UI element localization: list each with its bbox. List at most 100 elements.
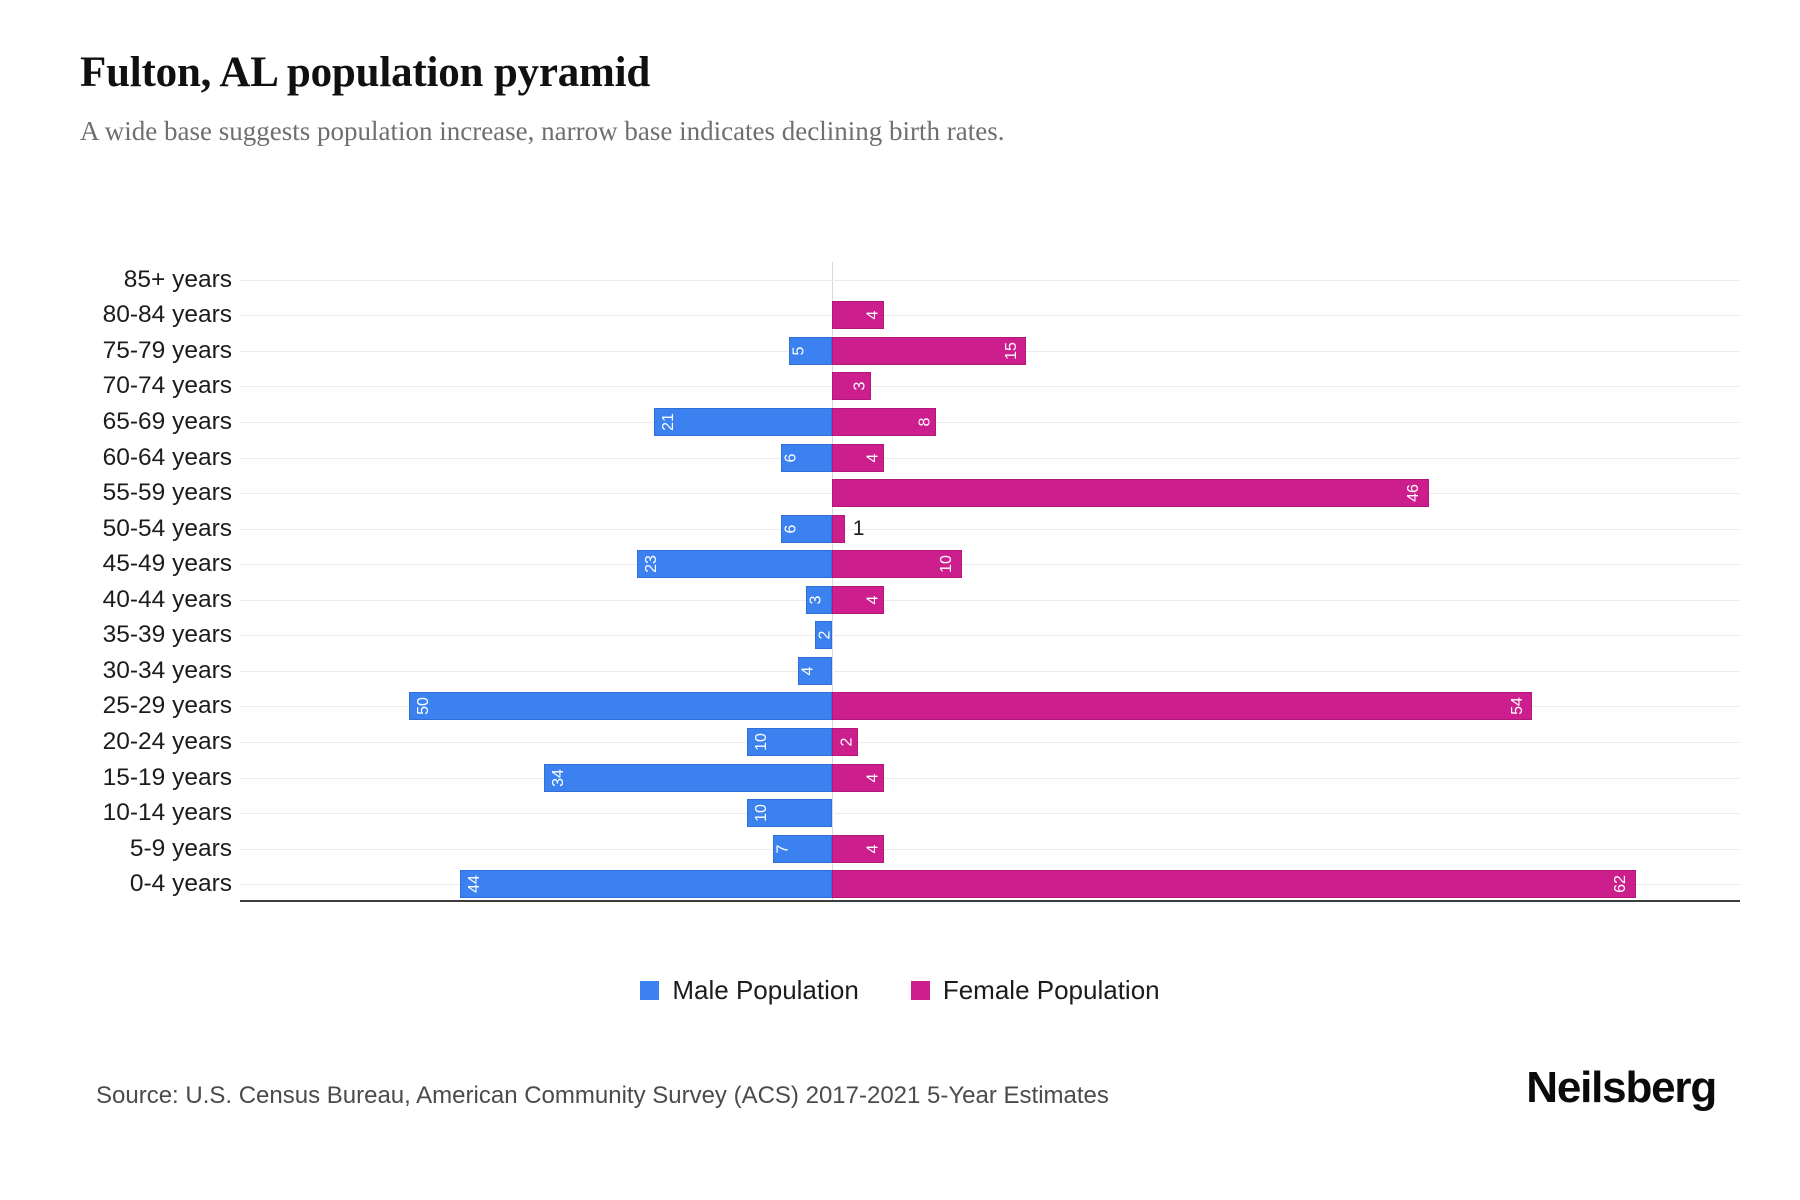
legend-item[interactable]: Male Population	[640, 975, 859, 1006]
female-bar-value: 46	[1404, 484, 1422, 503]
y-axis-tick-label: 5-9 years	[129, 834, 232, 862]
female-bar[interactable]: 46	[831, 479, 1429, 508]
chart-row: 46	[240, 478, 1740, 508]
male-bar[interactable]: 44	[459, 870, 832, 899]
y-axis-tick-label: 50-54 years	[102, 514, 232, 542]
male-bar-value: 23	[643, 555, 661, 574]
gridline	[240, 564, 1740, 565]
bars-canvas: 4 5 15 3 21 8 6 4 46 6 1 23 10 3 4 2 4 50 54 10 2 34 4 10 7 4 44 62	[240, 262, 1740, 902]
female-bar[interactable]: 4	[831, 301, 884, 330]
y-axis-tick-label: 0-4 years	[129, 870, 232, 898]
chart-row: 5 15	[240, 336, 1740, 366]
male-bar[interactable]: 3	[806, 585, 832, 614]
chart-row: 4	[240, 656, 1740, 686]
gridline	[240, 422, 1740, 423]
male-bar[interactable]: 5	[789, 336, 832, 365]
gridline	[240, 778, 1740, 779]
female-bar[interactable]: 10	[831, 550, 962, 579]
female-bar[interactable]: 4	[831, 763, 884, 792]
female-bar[interactable]: 4	[831, 585, 884, 614]
y-axis-tick-label: 70-74 years	[102, 372, 232, 400]
female-bar[interactable]: 15	[831, 336, 1027, 365]
plot-area: 85+ years 80-84 years 75-79 years 70-74 yea…	[80, 262, 1740, 922]
male-bar[interactable]: 50	[409, 692, 832, 721]
gridline	[240, 813, 1740, 814]
chart-row	[240, 265, 1740, 295]
gridline	[240, 458, 1740, 459]
female-bar-value: 4	[864, 310, 882, 320]
gridline	[240, 386, 1740, 387]
female-bar-value: 10	[937, 555, 955, 574]
male-bar-value: 7	[774, 844, 792, 854]
female-bar-value: 4	[864, 844, 882, 854]
chart-row: 3	[240, 371, 1740, 401]
male-bar[interactable]: 7	[772, 834, 832, 863]
chart-row: 21 8	[240, 407, 1740, 437]
y-axis-tick-label: 20-24 years	[102, 728, 232, 755]
male-bar-value: 6	[782, 524, 800, 534]
chart-row: 2	[240, 620, 1740, 650]
female-bar[interactable]: 4	[831, 834, 884, 863]
gridline	[240, 671, 1740, 672]
female-bar[interactable]: 54	[831, 692, 1533, 721]
female-bar-value: 1	[852, 516, 865, 540]
female-bar-value: 8	[916, 417, 934, 427]
male-swatch-icon	[640, 981, 660, 1000]
chart-row: 44 62	[240, 869, 1740, 899]
y-axis-tick-label: 55-59 years	[102, 479, 232, 507]
female-bar[interactable]: 3	[831, 372, 871, 401]
female-bar-value: 4	[864, 595, 882, 605]
male-bar[interactable]: 2	[814, 621, 834, 650]
female-bar[interactable]: 2	[831, 728, 858, 756]
male-bar[interactable]: 10	[747, 728, 832, 756]
chart-row: 50 54	[240, 691, 1740, 721]
y-axis-tick-label: 10-14 years	[102, 799, 232, 827]
female-bar[interactable]: 1	[831, 514, 864, 543]
y-axis-tick-label: 40-44 years	[102, 585, 232, 613]
y-axis-tick-label: 80-84 years	[102, 301, 232, 329]
male-bar[interactable]: 6	[781, 443, 832, 472]
chart-row: 10	[240, 798, 1740, 828]
page-title: Fulton, AL population pyramid	[80, 49, 651, 96]
female-bar[interactable]: 4	[831, 443, 884, 472]
y-axis-tick-label: 85+ years	[123, 265, 232, 293]
male-bar-value: 5	[790, 346, 808, 356]
gridline	[240, 315, 1740, 316]
chart-legend: Male Population Female Population	[0, 975, 1800, 1006]
gridline	[240, 849, 1740, 850]
male-bar[interactable]: 21	[654, 408, 832, 436]
chart-subtitle: A wide base suggests population increase…	[80, 116, 1005, 147]
brand-logo: Neilsberg	[1526, 1063, 1717, 1112]
female-bar[interactable]: 8	[831, 408, 936, 436]
male-bar[interactable]: 4	[797, 656, 832, 685]
chart-row: 34 4	[240, 763, 1740, 793]
legend-label: Female Population	[942, 975, 1160, 1005]
female-bar-value: 54	[1508, 697, 1526, 716]
chart-row: 23 10	[240, 549, 1740, 579]
male-bar[interactable]: 10	[747, 799, 832, 828]
female-bar-value: 3	[851, 381, 869, 391]
male-bar[interactable]: 23	[637, 550, 832, 579]
y-axis-tick-label: 25-29 years	[102, 692, 232, 720]
male-bar-value: 4	[799, 666, 817, 676]
male-bar[interactable]: 6	[781, 514, 832, 543]
source-note: Source: U.S. Census Bureau, American Com…	[96, 1082, 1109, 1109]
male-bar-value: 44	[465, 875, 483, 894]
gridline	[240, 529, 1740, 530]
male-bar[interactable]: 34	[544, 763, 832, 792]
male-bar-value: 34	[550, 768, 568, 787]
legend-item[interactable]: Female Population	[910, 975, 1160, 1006]
y-axis-tick-label: 65-69 years	[102, 408, 232, 435]
male-bar-value: 6	[782, 453, 800, 462]
x-axis-baseline	[240, 900, 1740, 902]
male-bar-value: 2	[816, 630, 834, 640]
female-bar-value: 4	[864, 453, 882, 462]
female-swatch-icon	[910, 981, 930, 1000]
chart-row: 4	[240, 300, 1740, 330]
y-axis-tick-label: 60-64 years	[102, 443, 232, 471]
gridline	[240, 635, 1740, 636]
female-bar[interactable]: 62	[831, 870, 1637, 899]
y-axis-tick-label: 45-49 years	[102, 550, 232, 578]
y-axis-tick-label: 15-19 years	[102, 763, 232, 791]
